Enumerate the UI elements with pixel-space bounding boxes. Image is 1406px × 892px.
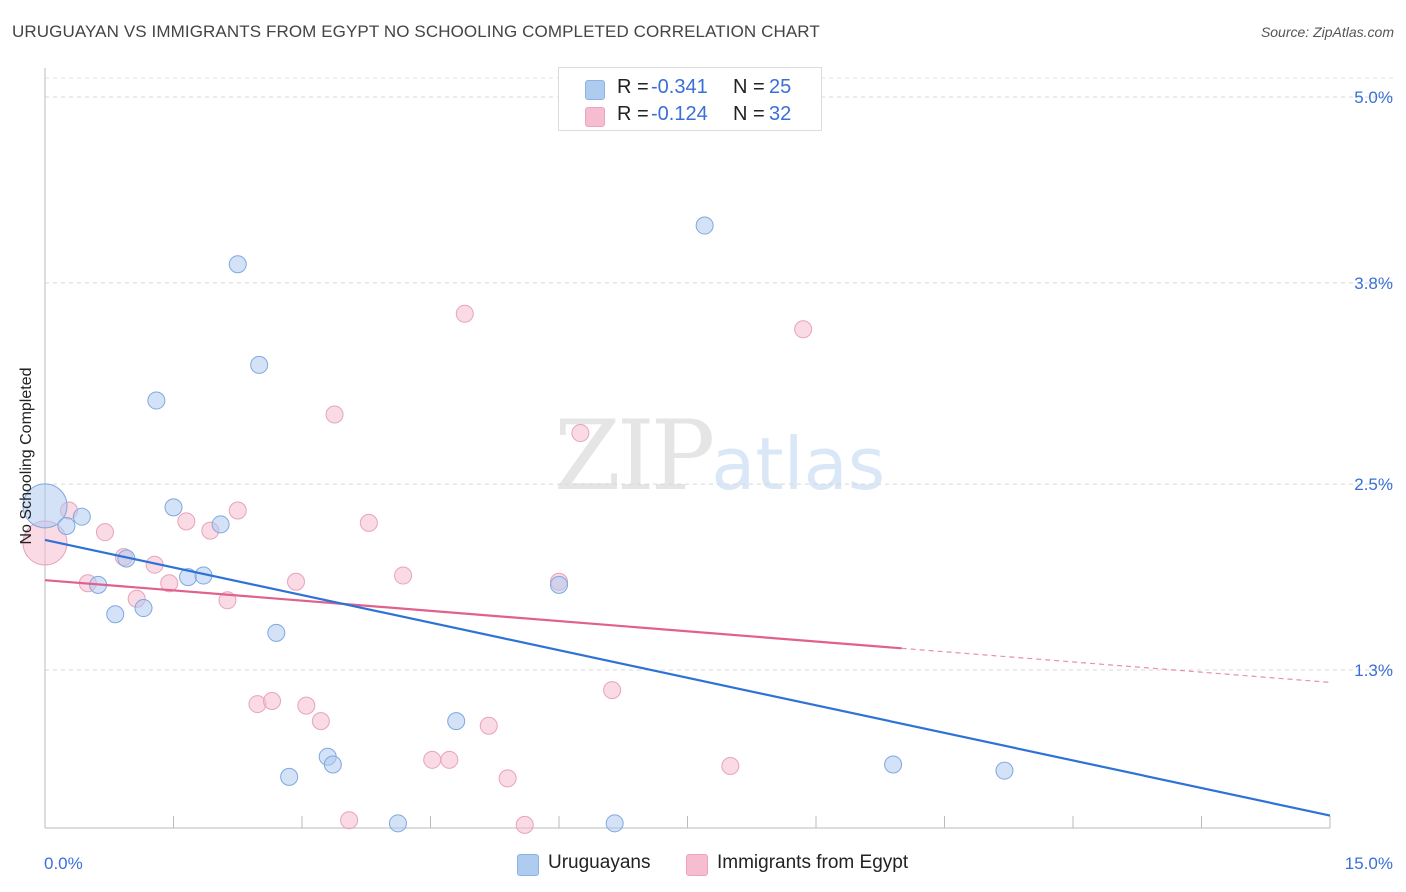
egypt-point (394, 566, 413, 585)
uruguayan-point (22, 483, 68, 529)
uruguayan-point (605, 814, 624, 833)
egypt-point (479, 716, 498, 735)
egypt-point (440, 750, 459, 769)
uruguayan-point (995, 761, 1014, 780)
egypt-point (571, 424, 590, 443)
uruguayan-point (447, 712, 466, 731)
egypt-point (248, 695, 267, 714)
egypt-point (287, 572, 306, 591)
uruguayan-point (250, 355, 269, 374)
y-tick-label: 5.0% (1354, 88, 1393, 107)
watermark: ZIPatlas (554, 400, 885, 512)
legend-row-uruguayans: R = -0.341 N = 25 (559, 76, 821, 104)
legend-label: Uruguayans (548, 852, 651, 873)
legend-row-egypt: R = -0.124 N = 32 (559, 103, 821, 131)
y-tick-label: 3.8% (1354, 274, 1393, 293)
egypt-point (177, 512, 196, 531)
uruguayan-point (323, 755, 342, 774)
n-value: 25 (769, 76, 792, 98)
uruguayan-point (72, 507, 91, 526)
egypt-point (160, 574, 179, 593)
egypt-point (794, 320, 813, 339)
n-label: N = (733, 76, 765, 98)
egypt-point (311, 712, 330, 731)
legend-swatch-egypt (585, 107, 605, 127)
egypt-point (325, 405, 344, 424)
r-label: R = (617, 76, 649, 98)
uruguayan-point (57, 516, 76, 535)
egypt-trend-extension (901, 647, 1331, 683)
uruguayan-point (884, 755, 903, 774)
egypt-point (263, 691, 282, 710)
uruguayan-point (550, 575, 568, 594)
uruguayan-point (388, 814, 407, 833)
egypt-point (515, 815, 534, 834)
uruguayan-point (164, 498, 183, 517)
egypt-point (359, 513, 378, 532)
egypt-point (455, 304, 474, 323)
r-label: R = (617, 103, 649, 125)
egypt-point (95, 523, 114, 542)
watermark-atlas: atlas (711, 422, 886, 506)
source-credit: Source: ZipAtlas.com (1260, 24, 1394, 40)
uruguayan-trend-line (44, 538, 1331, 817)
x-tick-label: 15.0% (1345, 854, 1393, 873)
y-tick-label: 1.3% (1354, 661, 1393, 680)
y-axis-label: No Schooling Completed (18, 367, 35, 545)
n-value: 32 (769, 103, 792, 125)
uruguayan-point (228, 255, 247, 274)
egypt-trend-line (44, 579, 902, 650)
egypt-point (498, 769, 517, 788)
r-value: -0.124 (651, 103, 708, 125)
n-label: N = (733, 103, 765, 125)
uruguayan-point (134, 599, 153, 618)
y-tick-label: 2.5% (1354, 475, 1393, 494)
legend-label: Immigrants from Egypt (717, 852, 909, 873)
egypt-point (721, 757, 740, 776)
uruguayan-point (695, 216, 714, 235)
uruguayan-point (147, 391, 166, 410)
egypt-point (297, 696, 316, 715)
egypt-point (603, 681, 622, 700)
watermark-zip: ZIP (554, 400, 715, 512)
x-tick-label: 0.0% (44, 854, 83, 873)
uruguayan-point (106, 605, 125, 624)
legend-swatch-uruguayans (517, 854, 539, 876)
uruguayan-point (280, 767, 299, 786)
legend-swatch-uruguayans (585, 80, 605, 100)
egypt-point (340, 811, 359, 830)
correlation-legend: R = -0.341 N = 25 R = -0.124 N = 32 (558, 67, 822, 131)
chart-title: URUGUAYAN VS IMMIGRANTS FROM EGYPT NO SC… (12, 22, 820, 41)
egypt-point (228, 501, 247, 520)
egypt-point (423, 750, 442, 769)
uruguayan-point (211, 515, 230, 534)
r-value: -0.341 (651, 76, 708, 98)
uruguayan-point (267, 623, 286, 642)
legend-swatch-egypt (686, 854, 708, 876)
